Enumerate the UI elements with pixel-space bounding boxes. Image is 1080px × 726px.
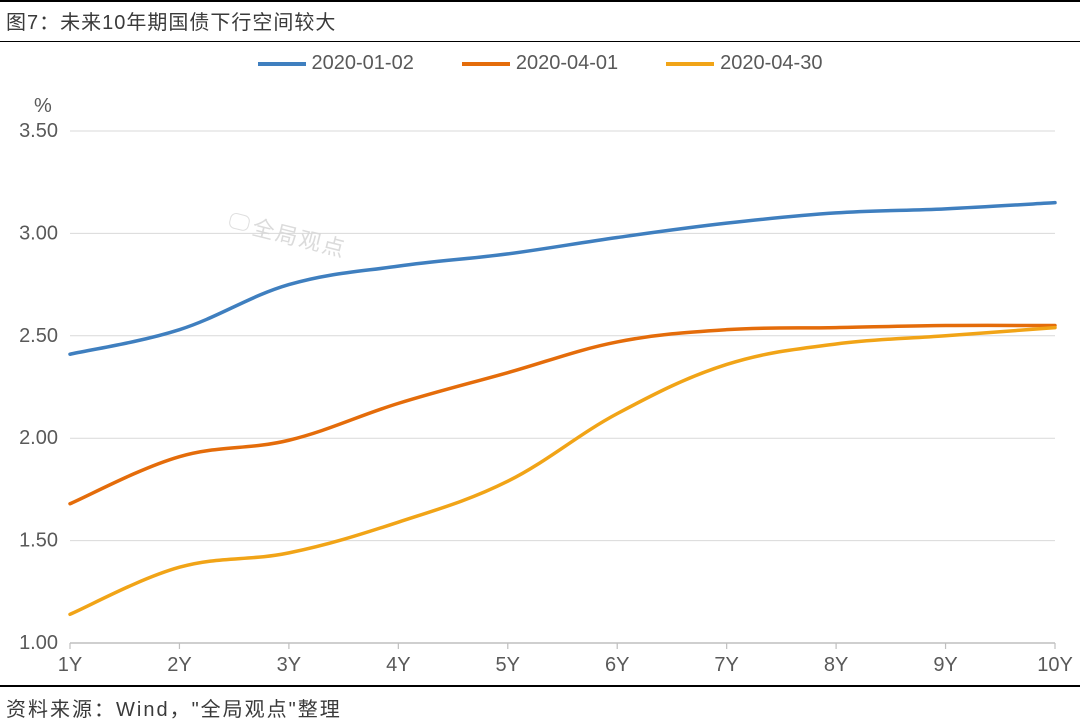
chart-area: 2020-01-022020-04-012020-04-30 % 全局观点 1.… bbox=[0, 42, 1080, 685]
legend-swatch bbox=[258, 62, 306, 66]
legend-item: 2020-01-02 bbox=[258, 52, 414, 75]
legend-item: 2020-04-30 bbox=[666, 52, 822, 75]
svg-text:3Y: 3Y bbox=[277, 654, 301, 676]
svg-text:1Y: 1Y bbox=[58, 654, 82, 676]
svg-text:5Y: 5Y bbox=[496, 654, 520, 676]
svg-text:9Y: 9Y bbox=[933, 654, 957, 676]
svg-text:7Y: 7Y bbox=[714, 654, 738, 676]
legend-swatch bbox=[666, 62, 714, 66]
legend-swatch bbox=[462, 62, 510, 66]
svg-text:2.00: 2.00 bbox=[19, 427, 58, 449]
wechat-icon bbox=[227, 212, 250, 232]
svg-text:6Y: 6Y bbox=[605, 654, 629, 676]
y-axis-unit: % bbox=[34, 95, 52, 118]
legend-label: 2020-04-01 bbox=[516, 52, 618, 75]
figure-title: 图7：未来10年期国债下行空间较大 bbox=[0, 0, 1080, 42]
svg-text:2.50: 2.50 bbox=[19, 325, 58, 347]
svg-text:1.00: 1.00 bbox=[19, 632, 58, 654]
svg-text:1.50: 1.50 bbox=[19, 530, 58, 552]
line-chart: 1.00 1.50 2.00 2.50 3.00 3.50 1Y 2Y 3Y 4Y 5Y 6Y 7Y 8Y… bbox=[0, 75, 1080, 685]
svg-text:4Y: 4Y bbox=[386, 654, 410, 676]
svg-text:2Y: 2Y bbox=[167, 654, 191, 676]
legend-label: 2020-04-30 bbox=[720, 52, 822, 75]
figure-source: 资料来源：Wind，"全局观点"整理 bbox=[0, 685, 1080, 726]
legend-item: 2020-04-01 bbox=[462, 52, 618, 75]
figure-container: 图7：未来10年期国债下行空间较大 2020-01-022020-04-0120… bbox=[0, 0, 1080, 708]
legend-label: 2020-01-02 bbox=[312, 52, 414, 75]
chart-legend: 2020-01-02 2020-04-01 2020-04-30 bbox=[0, 42, 1080, 75]
svg-text:3.50: 3.50 bbox=[19, 120, 58, 142]
svg-text:10Y: 10Y bbox=[1037, 654, 1073, 676]
svg-text:8Y: 8Y bbox=[824, 654, 848, 676]
svg-text:3.00: 3.00 bbox=[19, 222, 58, 244]
